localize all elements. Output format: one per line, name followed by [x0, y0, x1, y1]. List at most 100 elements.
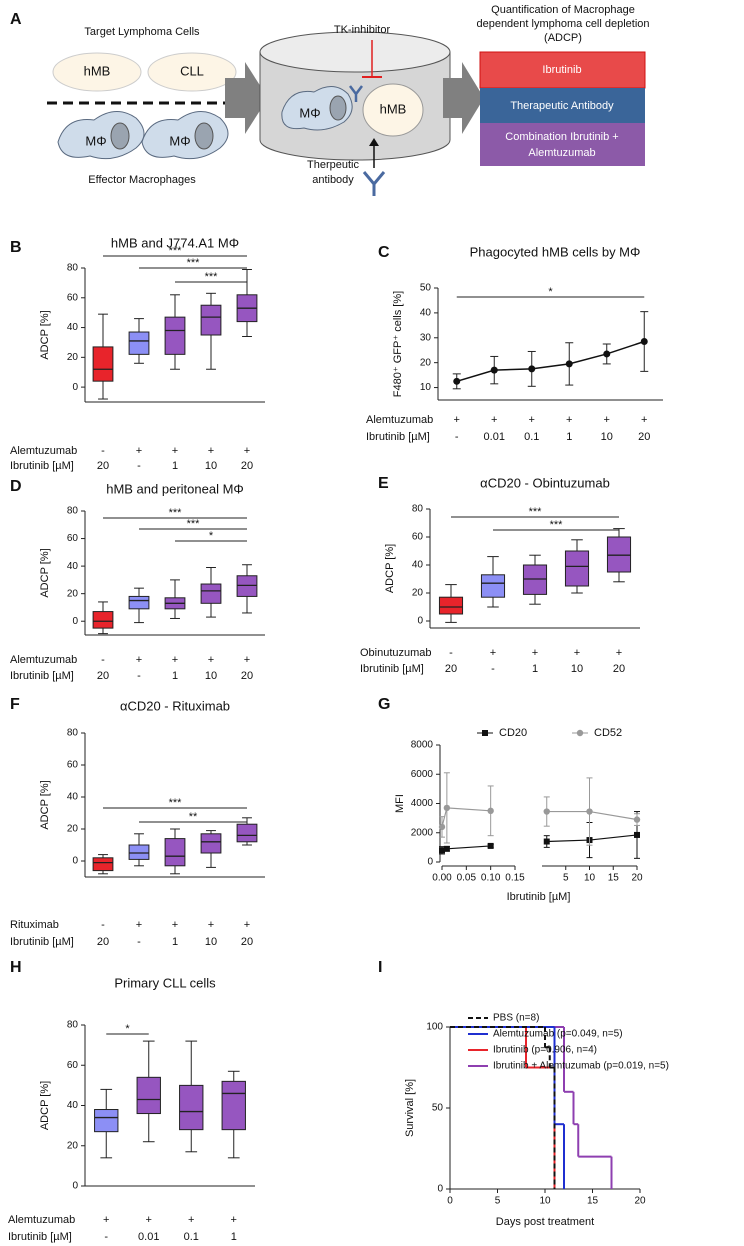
y-tick-label: 4000 — [411, 798, 434, 809]
point — [490, 366, 498, 374]
point — [640, 338, 648, 346]
box — [200, 583, 222, 604]
y-tick-label: 0 — [72, 616, 78, 627]
row-value: 1 — [172, 670, 178, 682]
y-tick-label: 100 — [426, 1022, 443, 1033]
row-value: + — [208, 445, 214, 457]
point — [603, 350, 611, 358]
panel-title: Phagocyted hMB cells by MΦ — [470, 244, 641, 259]
row-value: 20 — [638, 431, 650, 443]
row-value: 20 — [97, 670, 109, 682]
row-value: 1 — [532, 663, 538, 675]
row-value: + — [244, 654, 250, 666]
panel-title: αCD20 - Obintuzumab — [480, 475, 610, 490]
row-value: 1 — [172, 460, 178, 472]
condition-box — [480, 88, 645, 123]
box — [522, 564, 548, 595]
nucleus — [329, 95, 347, 121]
x-tick-label: 0.15 — [505, 873, 525, 884]
row-value: + — [604, 414, 610, 426]
x-tick-label: 0 — [447, 1196, 453, 1207]
condition-box — [480, 123, 645, 166]
row-value: + — [491, 414, 497, 426]
row-value: + — [566, 414, 572, 426]
row-value: - — [101, 445, 105, 457]
antibody-icon — [349, 85, 363, 102]
x-tick-label: 15 — [587, 1196, 599, 1207]
arrow — [225, 62, 268, 134]
row-value: + — [172, 445, 178, 457]
cell — [147, 52, 237, 92]
cell-label: hMB — [84, 63, 111, 78]
box — [200, 304, 222, 336]
panel-letter: H — [10, 959, 22, 976]
y-tick-label: 40 — [67, 322, 79, 333]
y-tick-label: 40 — [412, 560, 424, 571]
y-axis-label: ADCP [%] — [39, 1081, 51, 1130]
significance-label: ** — [189, 811, 198, 823]
row-value: 10 — [571, 663, 583, 675]
line — [441, 807, 491, 828]
significance-label: *** — [169, 797, 183, 809]
y-tick-label: 10 — [420, 382, 432, 393]
row-value: - — [104, 1231, 108, 1243]
significance-label: *** — [169, 245, 183, 257]
row-value: - — [101, 654, 105, 666]
y-tick-label: 0 — [417, 616, 423, 627]
point — [453, 377, 461, 385]
y-tick-label: 0 — [72, 382, 78, 393]
y-axis-label: ADCP [%] — [39, 310, 51, 359]
y-tick-label: 2000 — [411, 827, 434, 838]
y-axis-label: Survival [%] — [404, 1079, 416, 1137]
marker — [543, 838, 550, 845]
row-value: + — [641, 414, 647, 426]
row-value: 0.01 — [484, 431, 505, 443]
row-value: + — [136, 654, 142, 666]
box — [92, 611, 114, 629]
row-label: Alemtuzumab — [10, 654, 77, 666]
x-axis-label: Ibrutinib [µM] — [507, 891, 571, 903]
row-value: - — [491, 663, 495, 675]
y-tick-label: 40 — [67, 792, 79, 803]
row-value: 10 — [205, 460, 217, 472]
y-tick-label: 80 — [67, 1020, 79, 1031]
condition-label: Ibrutinib — [542, 64, 581, 76]
y-axis-label: ADCP [%] — [384, 544, 396, 593]
row-value: 20 — [445, 663, 457, 675]
box — [236, 575, 258, 597]
significance-label: *** — [187, 257, 201, 269]
row-value: + — [136, 445, 142, 457]
significance-label: *** — [187, 518, 201, 530]
row-value: 10 — [205, 936, 217, 948]
cell-label: CLL — [180, 63, 204, 78]
row-value: + — [208, 919, 214, 931]
row-value: + — [136, 919, 142, 931]
antibody-label: Therpeutic — [307, 159, 359, 171]
marker — [634, 831, 640, 838]
row-value: 20 — [241, 670, 253, 682]
row-value: + — [172, 654, 178, 666]
y-axis-label: ADCP [%] — [39, 548, 51, 597]
row-value: + — [172, 919, 178, 931]
panel-letter: C — [378, 244, 390, 261]
y-tick-label: 20 — [67, 1140, 79, 1151]
row-label: Alemtuzumab — [10, 445, 77, 457]
row-value: + — [188, 1214, 194, 1226]
row-value: + — [103, 1214, 109, 1226]
box — [164, 316, 186, 355]
legend-label: CD52 — [594, 727, 622, 739]
row-label: Ibrutinib [µM] — [10, 460, 74, 472]
marker — [487, 807, 494, 815]
row-value: 20 — [241, 936, 253, 948]
x-tick-label: 10 — [584, 873, 596, 884]
y-tick-label: 8000 — [411, 740, 434, 751]
y-tick-label: 20 — [67, 352, 79, 363]
legend-label: Ibrutinib (p=0.906, n=4) — [493, 1045, 597, 1056]
box — [179, 1084, 204, 1131]
box — [480, 574, 506, 598]
marker — [438, 823, 446, 831]
row-value: 1 — [231, 1231, 237, 1243]
significance-label: *** — [169, 507, 183, 519]
y-tick-label: 40 — [420, 308, 432, 319]
